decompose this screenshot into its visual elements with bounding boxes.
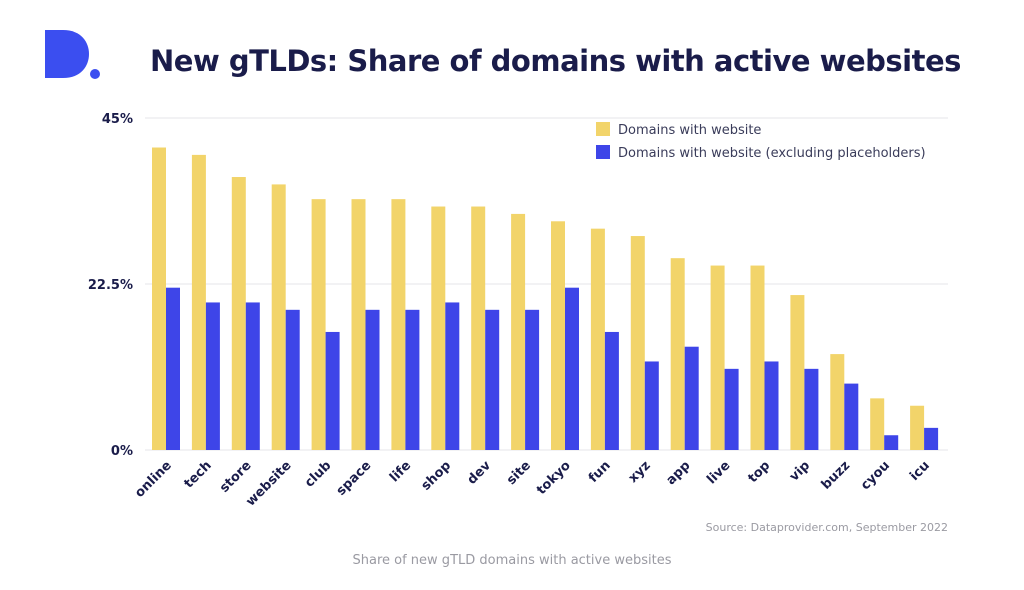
bar-vip-series-1 [790,295,805,450]
y-tick-label: 0% [111,444,133,459]
x-tick-label-shop: shop [419,458,455,494]
bar-life-series-2 [405,309,420,450]
x-tick-label-vip: vip [787,458,813,484]
bar-shop-series-1 [431,206,446,450]
x-tick-label-cyou: cyou [858,458,893,493]
x-tick-label-top: top [745,458,773,486]
bar-online-series-2 [166,287,180,450]
source-note: Source: Dataprovider.com, September 2022 [706,521,948,534]
bar-live-series-2 [724,368,739,450]
bar-xyz-series-1 [630,236,645,450]
bar-fun-series-1 [590,228,605,450]
bar-top-series-1 [750,265,765,450]
bar-store-series-2 [245,302,260,450]
bar-club-series-1 [311,199,326,450]
x-tick-label-store: store [217,458,255,496]
x-tick-label-live: live [704,458,733,487]
bar-site-series-2 [525,309,540,450]
x-tick-label-buzz: buzz [819,458,853,492]
x-tick-label-club: club [302,458,334,490]
bar-top-series-2 [764,361,779,450]
bar-dev-series-2 [485,309,500,450]
y-tick-label: 45% [102,112,133,127]
logo-d-shape [45,30,89,78]
x-tick-label-site: site [504,458,534,488]
x-tick-label-app: app [664,458,694,488]
legend-swatch-series-2 [596,145,610,159]
bar-online-series-1 [152,147,166,450]
bar-app-series-1 [670,258,685,450]
bar-website-series-1 [271,184,286,450]
x-tick-label-xyz: xyz [626,458,654,486]
legend-label-series-2: Domains with website (excluding placehol… [618,146,926,161]
bar-shop-series-2 [445,302,460,450]
bar-site-series-1 [511,213,526,450]
x-tick-label-fun: fun [586,458,614,486]
page-title: New gTLDs: Share of domains with active … [150,44,961,78]
dataprovider-logo-icon [45,30,100,79]
bar-life-series-1 [391,199,406,450]
figure-caption: Share of new gTLD domains with active we… [352,553,672,568]
x-tick-label-life: life [387,458,414,485]
bars-group [152,147,939,450]
bar-vip-series-2 [804,368,819,450]
x-tick-label-dev: dev [465,458,495,488]
x-tick-label-online: online [132,458,175,501]
bar-store-series-1 [231,177,246,450]
bar-dev-series-1 [471,206,486,450]
bar-tech-series-1 [191,154,206,450]
x-tick-label-icu: icu [907,458,933,484]
bar-app-series-2 [684,346,699,450]
legend-label-series-1: Domains with website [618,123,761,138]
bar-tokyo-series-1 [551,221,565,450]
bar-fun-series-2 [604,331,619,450]
x-tick-label-tech: tech [181,458,214,491]
bar-buzz-series-1 [830,354,845,450]
bar-cyou-series-1 [870,398,885,450]
bar-tech-series-2 [205,302,220,450]
y-tick-label: 22.5% [88,278,133,293]
legend-swatch-series-1 [596,122,610,136]
bar-icu-series-1 [910,405,925,450]
bar-space-series-1 [351,199,366,450]
bar-cyou-series-2 [884,435,899,450]
x-tick-label-tokyo: tokyo [534,458,574,498]
bar-xyz-series-2 [644,361,659,450]
bar-buzz-series-2 [844,383,859,450]
x-tick-label-space: space [334,458,375,499]
bar-club-series-2 [325,331,340,450]
bar-live-series-1 [710,265,725,450]
logo-dot [90,69,100,79]
legend: Domains with website Domains with websit… [596,122,926,161]
bar-tokyo-series-2 [565,287,579,450]
bar-space-series-2 [365,309,380,450]
bar-icu-series-2 [924,427,939,450]
bar-website-series-2 [285,309,300,450]
